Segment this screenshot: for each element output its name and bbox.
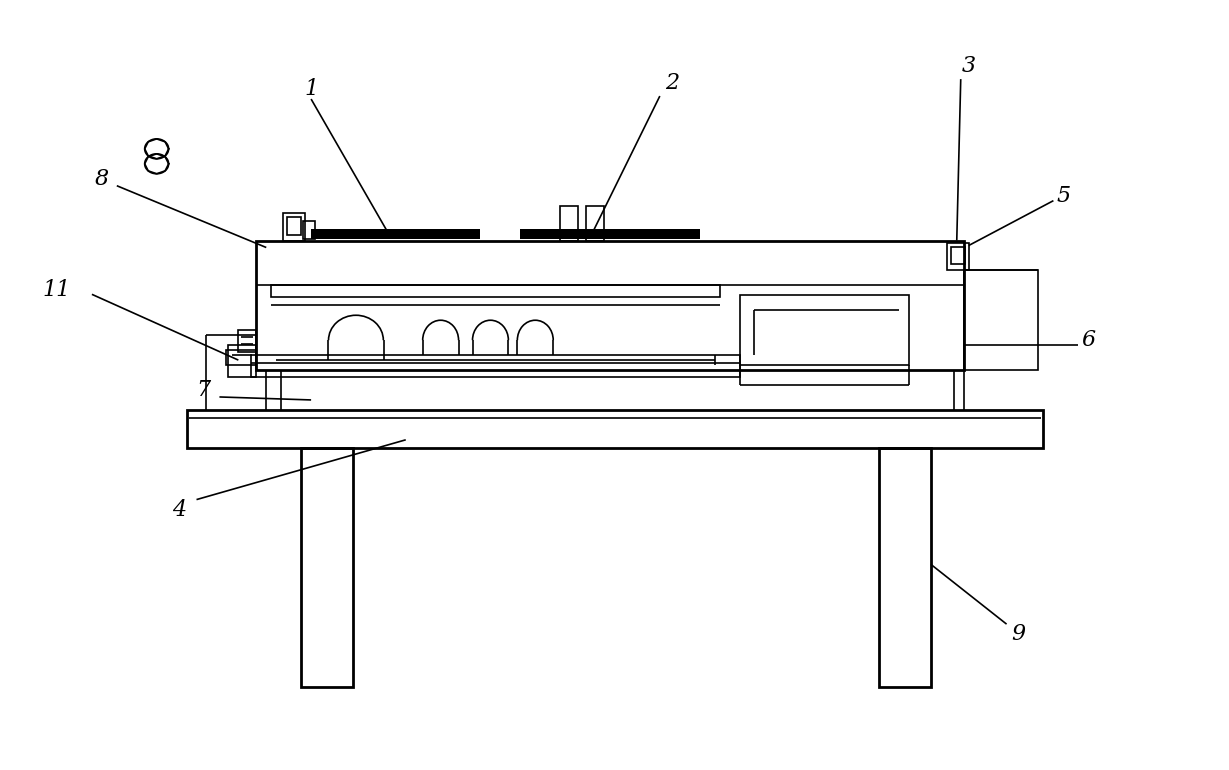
Bar xyxy=(560,206,578,240)
Bar xyxy=(964,270,1039,370)
Text: 5: 5 xyxy=(1056,185,1070,206)
Text: 11: 11 xyxy=(43,280,71,301)
Bar xyxy=(740,296,909,365)
Bar xyxy=(946,243,968,270)
Bar xyxy=(879,448,930,687)
Text: 6: 6 xyxy=(1082,329,1095,351)
Bar xyxy=(586,206,603,240)
Bar xyxy=(257,240,964,370)
Text: 1: 1 xyxy=(304,78,318,100)
Bar xyxy=(229,345,257,377)
Text: 2: 2 xyxy=(665,72,678,94)
Text: 8: 8 xyxy=(95,168,109,189)
Bar xyxy=(283,213,305,240)
Bar xyxy=(304,220,315,239)
Text: 7: 7 xyxy=(197,379,210,401)
Bar xyxy=(311,229,481,239)
Bar xyxy=(251,355,740,377)
Text: 3: 3 xyxy=(961,55,976,77)
Text: 9: 9 xyxy=(1011,623,1025,645)
Bar xyxy=(226,350,257,365)
Bar xyxy=(238,330,257,352)
Bar xyxy=(520,229,699,239)
Bar xyxy=(187,410,1043,448)
Bar xyxy=(272,286,720,297)
Bar xyxy=(288,216,301,235)
Bar xyxy=(951,246,965,264)
Bar xyxy=(301,448,353,687)
Text: 4: 4 xyxy=(172,498,187,521)
